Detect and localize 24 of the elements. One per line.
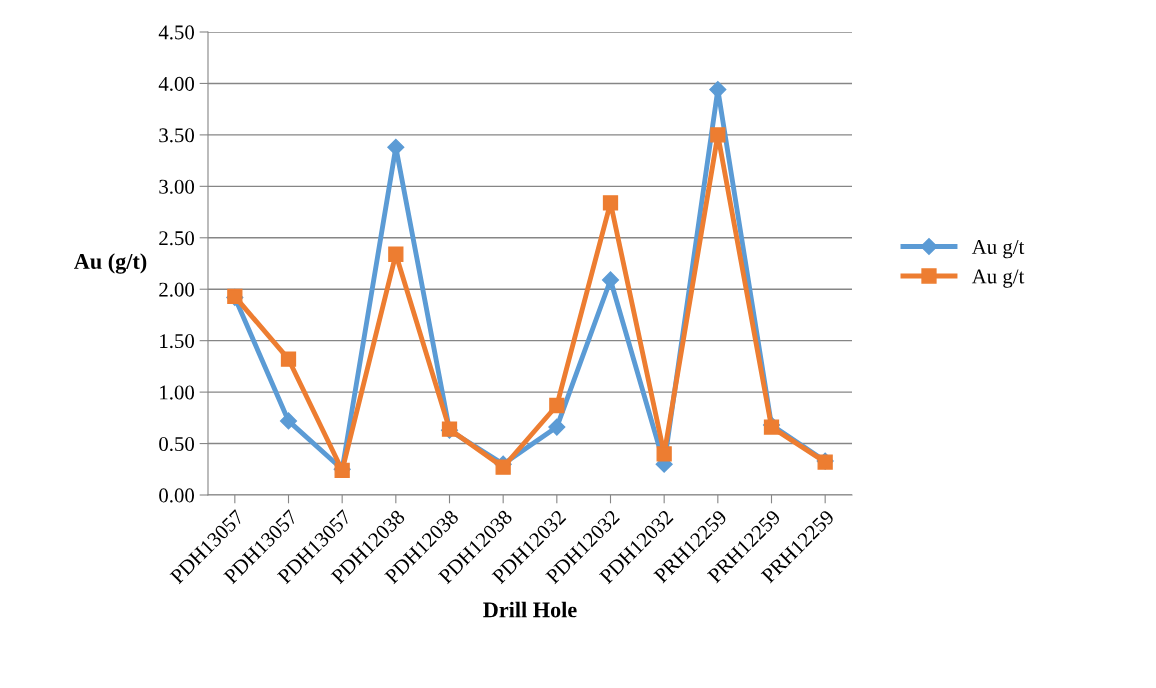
point (710, 127, 726, 143)
y-tick-label: 0.00 (159, 488, 195, 503)
x-axis-title: Drill Hole (483, 601, 577, 618)
point (279, 412, 298, 430)
y-tick-label: 2.50 (159, 231, 195, 246)
legend-label: Au g/t (971, 269, 1025, 288)
point (495, 459, 511, 475)
point (280, 351, 297, 367)
point (548, 418, 566, 436)
y-tick-label: 3.50 (159, 128, 195, 143)
y-tick-label: 2.00 (159, 282, 195, 297)
y-tick-label: 0.50 (159, 436, 195, 452)
y-tick-label: 1.50 (160, 334, 195, 349)
point (656, 446, 672, 462)
point (549, 397, 565, 414)
y-tick-label: 4.00 (158, 76, 195, 91)
y-tick-label: 4.50 (158, 25, 195, 40)
point (601, 271, 620, 289)
y-tick-label: 3.00 (159, 179, 195, 194)
y-axis-title: Au (g/t) (74, 253, 147, 274)
legend-label: Au g/t (971, 240, 1025, 259)
y-tick-label: 1.00 (160, 385, 195, 400)
point (602, 195, 619, 211)
point (388, 246, 404, 262)
